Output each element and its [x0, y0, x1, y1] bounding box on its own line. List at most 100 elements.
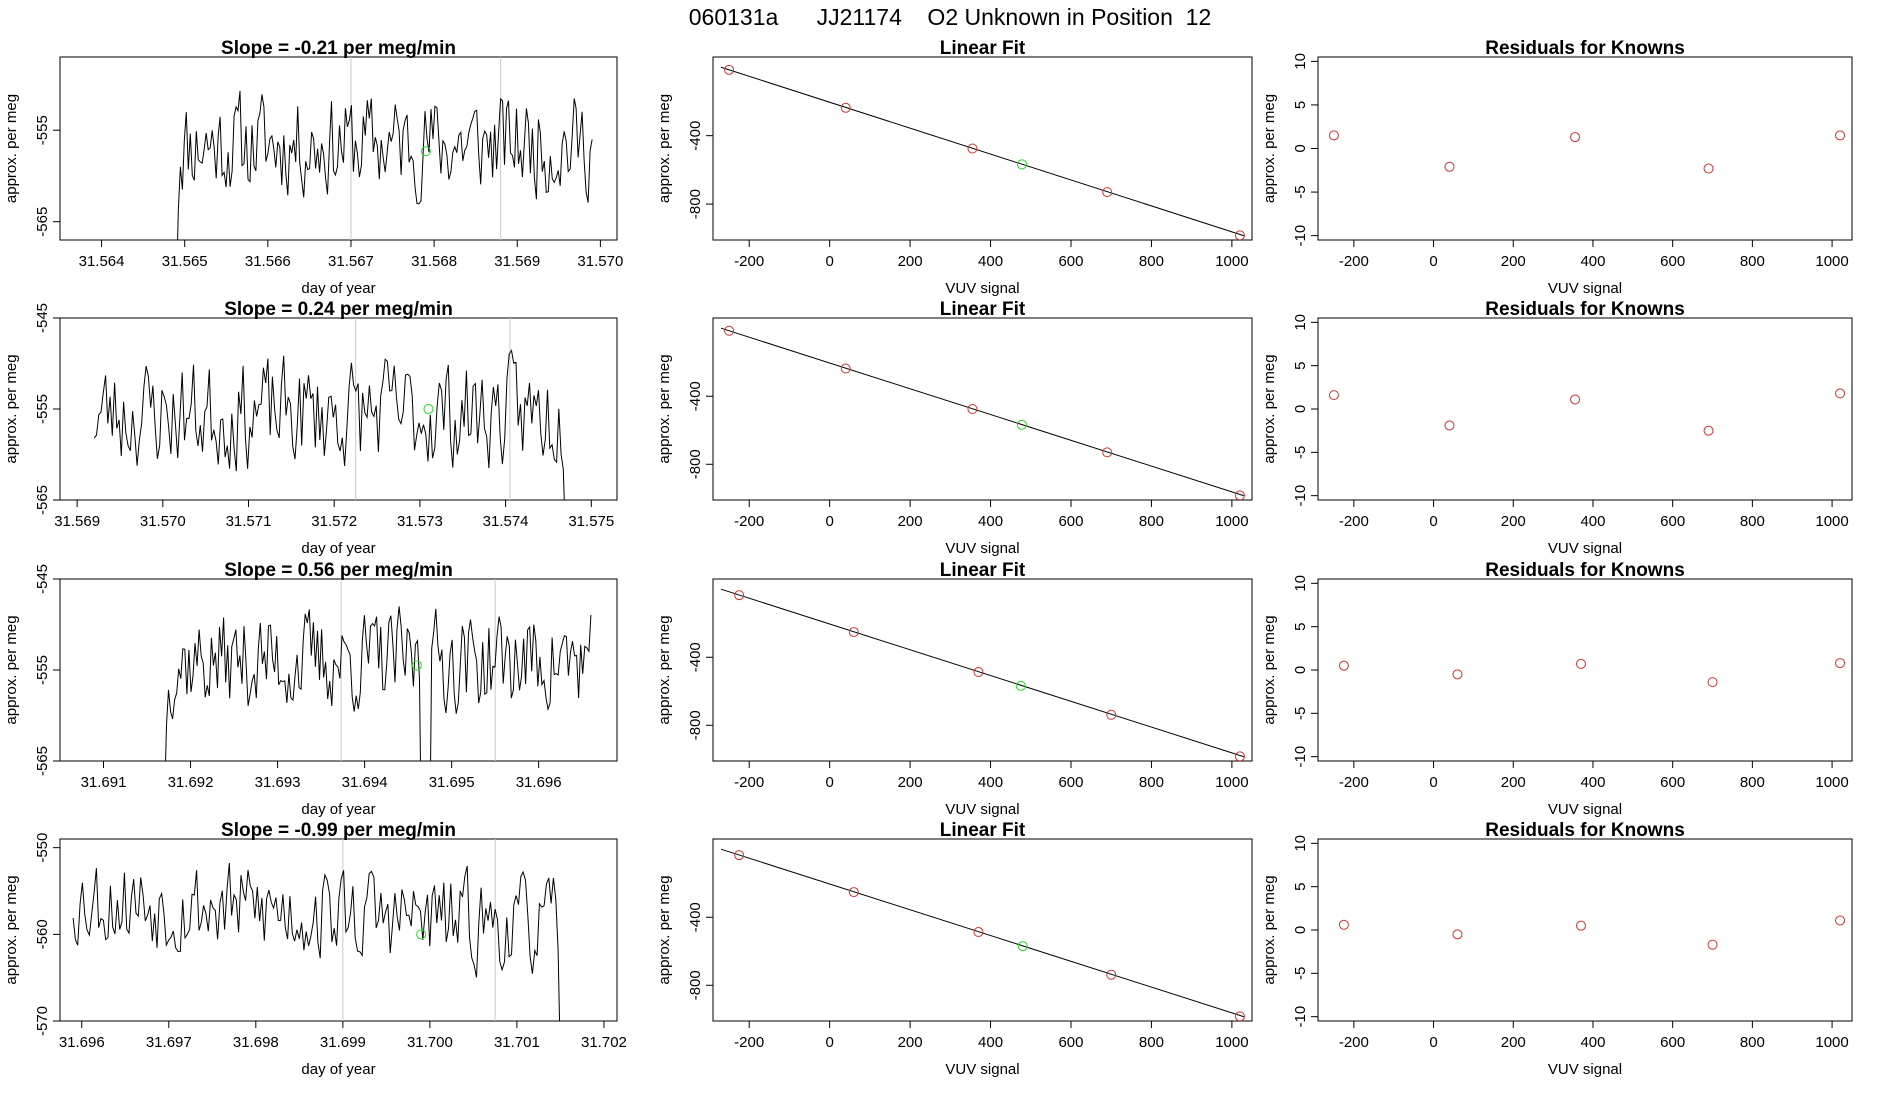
chart-title: Residuals for Knowns — [1485, 560, 1685, 581]
y-axis-label: approx. per meg — [1261, 615, 1278, 724]
residual-point — [1328, 390, 1339, 401]
residual-point — [1444, 161, 1455, 172]
y-tick-label: 10 — [1292, 53, 1309, 70]
residual-point — [1452, 669, 1463, 680]
x-tick-label: 31.696 — [516, 774, 562, 791]
x-tick-label: 200 — [898, 774, 923, 791]
y-tick-label: -10 — [1292, 1006, 1309, 1028]
chart-title: Linear Fit — [940, 560, 1026, 581]
chart-title: Slope = 0.56 per meg/min — [224, 560, 453, 581]
fit-line — [720, 66, 1245, 237]
y-tick-label: -800 — [687, 449, 704, 479]
plot-frame — [712, 56, 1253, 241]
x-tick-label: 600 — [1660, 513, 1685, 530]
known-standard-point — [1106, 969, 1117, 980]
chart-title: Slope = -0.21 per meg/min — [221, 38, 456, 59]
y-tick-label: 5 — [1292, 101, 1309, 109]
figure-title: 060131a JJ21174 O2 Unknown in Position 1… — [689, 4, 1212, 30]
x-tick-label: 400 — [978, 513, 1003, 530]
x-tick-label: 600 — [1058, 1034, 1083, 1051]
y-tick-label: -5 — [1292, 446, 1309, 459]
x-tick-label: 600 — [1058, 513, 1083, 530]
x-tick-label: 31.697 — [146, 1034, 192, 1051]
x-tick-label: 31.702 — [581, 1034, 627, 1051]
x-tick-label: 0 — [1429, 253, 1437, 270]
y-tick-label: 10 — [1292, 575, 1309, 592]
residual-point — [1703, 163, 1714, 174]
y-tick-label: -10 — [1292, 746, 1309, 768]
y-axis-label: approx. per meg — [656, 615, 673, 724]
x-tick-label: 0 — [825, 513, 833, 530]
x-tick-label: 400 — [978, 253, 1003, 270]
y-tick-label: -5 — [1292, 967, 1309, 980]
plot-area — [177, 57, 593, 240]
chart-title: Linear Fit — [940, 820, 1026, 841]
x-tick-label: 31.575 — [568, 513, 614, 530]
y-tick-label: 0 — [1292, 405, 1309, 413]
x-tick-label: 31.569 — [494, 253, 540, 270]
x-tick-label: 400 — [1580, 774, 1605, 791]
x-tick-label: 1000 — [1815, 1034, 1848, 1051]
y-tick-label: -565 — [34, 207, 51, 237]
residual-point — [1338, 919, 1349, 930]
x-tick-label: -200 — [734, 253, 764, 270]
y-tick-label: -400 — [687, 381, 704, 411]
x-tick-label: 1000 — [1215, 513, 1248, 530]
x-tick-label: 31.693 — [255, 774, 301, 791]
x-tick-label: 800 — [1139, 774, 1164, 791]
x-tick-label: 800 — [1740, 774, 1765, 791]
x-tick-label: 800 — [1740, 513, 1765, 530]
y-tick-label: -545 — [34, 303, 51, 333]
known-standard-point — [734, 590, 745, 601]
plot-area — [720, 848, 1245, 1021]
plot-frame — [1317, 838, 1853, 1022]
unknown-sample-point — [1016, 419, 1027, 430]
plot-frame — [59, 838, 618, 1022]
plot-area — [165, 579, 592, 761]
x-tick-label: 0 — [825, 253, 833, 270]
residual-point — [1576, 658, 1587, 669]
known-standard-point — [1234, 490, 1245, 500]
x-tick-label: 31.572 — [311, 513, 357, 530]
panel-residuals-row-1: Residuals for Knowns VUV signal approx. pe… — [1261, 299, 1853, 557]
x-tick-label: 31.569 — [54, 513, 100, 530]
unknown-sample-point — [420, 146, 431, 157]
unknown-sample-point — [411, 660, 422, 671]
panel-linear-fit-row-2: Linear Fit VUV signal approx. per meg -200 0… — [656, 560, 1253, 818]
chart-title: Residuals for Knowns — [1485, 820, 1685, 841]
panel-timeseries-row-3: Slope = -0.99 per meg/min day of year appr… — [3, 820, 627, 1078]
x-tick-label: -200 — [1339, 253, 1369, 270]
plot-frame — [1317, 317, 1853, 501]
panel-residuals-row-2: Residuals for Knowns VUV signal approx. pe… — [1261, 560, 1853, 818]
x-tick-label: 31.570 — [140, 513, 186, 530]
y-axis-label: approx. per meg — [656, 354, 673, 463]
plot-frame — [712, 317, 1253, 501]
x-axis-label: VUV signal — [1548, 1061, 1622, 1078]
x-tick-label: 31.701 — [494, 1034, 540, 1051]
residual-point — [1570, 394, 1581, 405]
y-axis-label: approx. per meg — [3, 354, 20, 463]
x-axis-label: VUV signal — [1548, 801, 1622, 818]
y-axis-label: approx. per meg — [3, 94, 20, 203]
x-tick-label: 1000 — [1215, 253, 1248, 270]
known-standard-point — [1102, 447, 1113, 458]
y-tick-label: 0 — [1292, 666, 1309, 674]
series-line — [177, 90, 593, 240]
y-axis-label: approx. per meg — [1261, 94, 1278, 203]
x-tick-label: 31.570 — [577, 253, 623, 270]
x-tick-label: 31.571 — [226, 513, 272, 530]
x-tick-label: 1000 — [1215, 774, 1248, 791]
panel-linear-fit-row-1: Linear Fit VUV signal approx. per meg -200 0… — [656, 299, 1253, 557]
chart-title: Slope = 0.24 per meg/min — [224, 299, 453, 320]
y-tick-label: -5 — [1292, 185, 1309, 198]
y-tick-label: -5 — [1292, 707, 1309, 720]
y-tick-label: 10 — [1292, 835, 1309, 852]
x-tick-label: 200 — [898, 513, 923, 530]
unknown-sample-point — [1016, 159, 1027, 170]
panel-linear-fit-row-3: Linear Fit VUV signal approx. per meg -200 0… — [656, 820, 1253, 1078]
x-tick-label: 31.567 — [328, 253, 374, 270]
y-tick-label: -800 — [687, 189, 704, 219]
known-standard-point — [848, 887, 859, 898]
x-tick-label: 400 — [1580, 1034, 1605, 1051]
